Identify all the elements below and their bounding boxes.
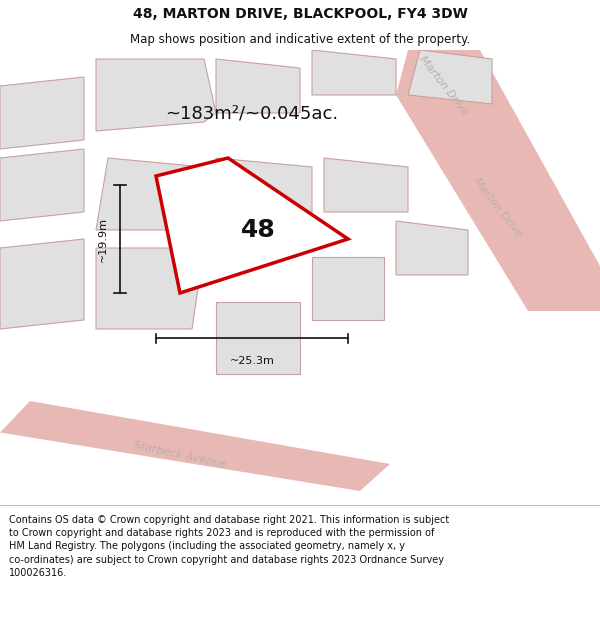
Polygon shape [396,221,468,275]
Text: Starbeck Avenue: Starbeck Avenue [133,440,227,470]
Text: 48: 48 [241,218,275,242]
Text: Marton Drive: Marton Drive [472,176,524,239]
Text: 48, MARTON DRIVE, BLACKPOOL, FY4 3DW: 48, MARTON DRIVE, BLACKPOOL, FY4 3DW [133,7,467,21]
Polygon shape [96,248,204,329]
Polygon shape [0,77,84,149]
Text: ~19.9m: ~19.9m [98,216,108,261]
Polygon shape [324,158,408,212]
Polygon shape [216,59,300,113]
Polygon shape [216,302,300,374]
Polygon shape [0,239,84,329]
Polygon shape [396,50,600,311]
Polygon shape [216,158,312,221]
Text: Contains OS data © Crown copyright and database right 2021. This information is : Contains OS data © Crown copyright and d… [9,515,449,578]
Polygon shape [0,149,84,221]
Polygon shape [0,401,390,491]
Polygon shape [156,158,348,293]
Polygon shape [312,257,384,320]
Polygon shape [312,50,396,95]
Text: Map shows position and indicative extent of the property.: Map shows position and indicative extent… [130,32,470,46]
Text: Marton Drive: Marton Drive [418,54,470,118]
Polygon shape [96,59,216,131]
Polygon shape [96,158,204,230]
Text: ~183m²/~0.045ac.: ~183m²/~0.045ac. [166,104,338,122]
Text: ~25.3m: ~25.3m [230,356,274,366]
Polygon shape [408,50,492,104]
